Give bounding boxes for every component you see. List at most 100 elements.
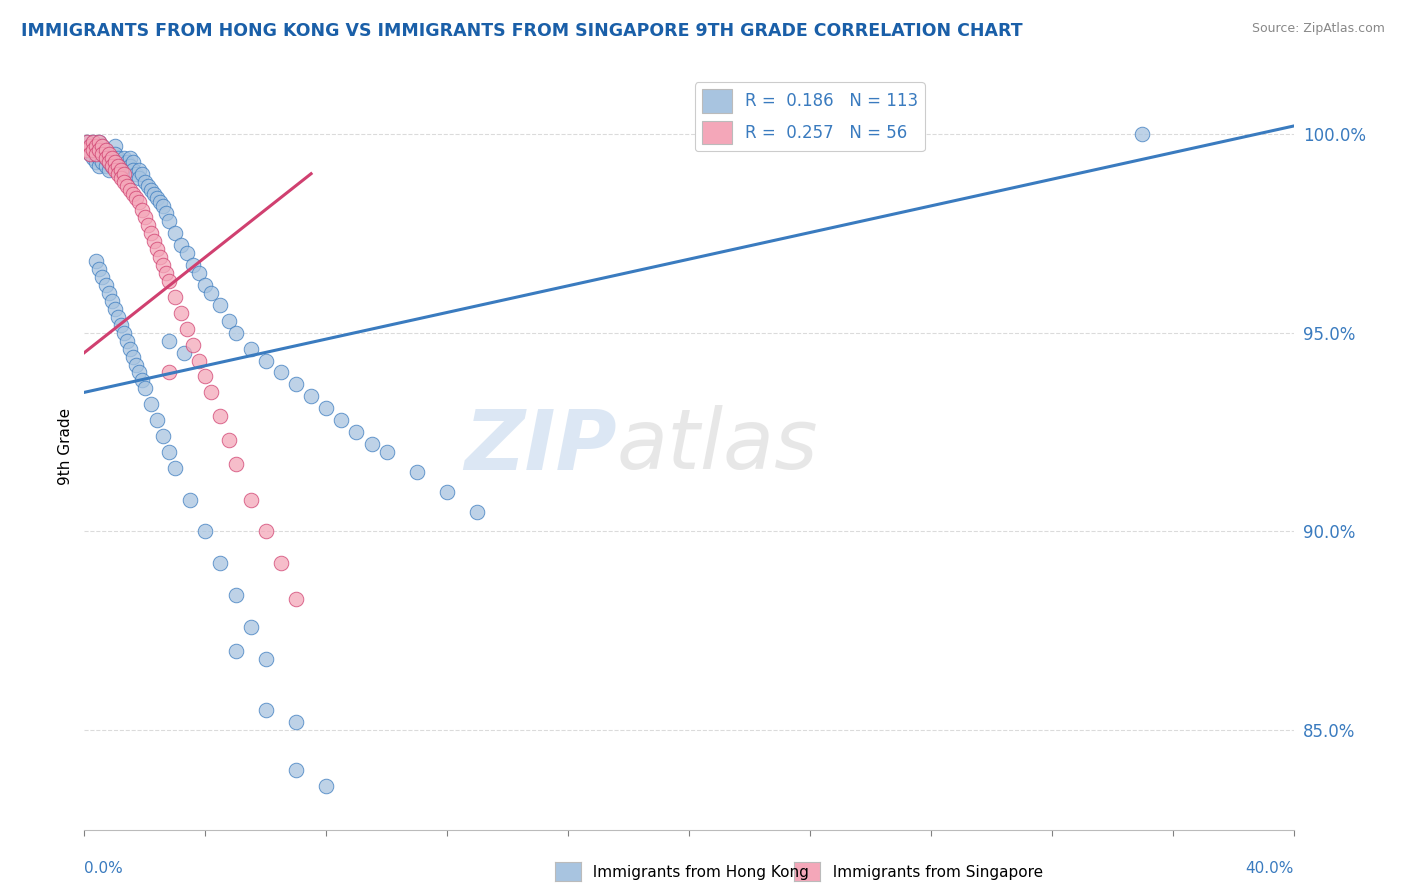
- Point: [115, 334, 138, 348]
- Point: [194, 278, 217, 293]
- Point: [165, 227, 187, 241]
- Point: [86, 146, 108, 161]
- Point: [121, 186, 143, 201]
- Point: [285, 763, 308, 777]
- Point: [110, 154, 132, 169]
- Point: [121, 162, 143, 177]
- Point: [82, 151, 104, 165]
- Point: [128, 366, 150, 380]
- Point: [89, 135, 111, 149]
- Point: [115, 178, 138, 193]
- Point: [86, 139, 108, 153]
- Point: [112, 151, 135, 165]
- Point: [209, 409, 232, 424]
- Point: [112, 167, 135, 181]
- Point: [79, 146, 101, 161]
- Text: 0.0%: 0.0%: [84, 862, 124, 876]
- Point: [107, 159, 129, 173]
- Point: [97, 154, 120, 169]
- Point: [79, 146, 101, 161]
- Point: [285, 377, 308, 392]
- Point: [100, 159, 122, 173]
- Point: [142, 186, 165, 201]
- Point: [170, 238, 193, 252]
- Point: [76, 143, 98, 157]
- Point: [128, 194, 150, 209]
- Point: [131, 373, 153, 387]
- Point: [139, 397, 162, 411]
- Point: [152, 429, 174, 443]
- Point: [139, 227, 162, 241]
- Point: [346, 425, 368, 439]
- Point: [157, 274, 180, 288]
- Point: [107, 151, 129, 165]
- Point: [254, 651, 277, 665]
- Point: [89, 143, 111, 157]
- Point: [112, 159, 135, 173]
- Point: [315, 779, 337, 793]
- Point: [188, 353, 211, 368]
- Point: [225, 643, 247, 657]
- Point: [149, 194, 172, 209]
- Point: [91, 146, 114, 161]
- Point: [136, 178, 159, 193]
- Point: [131, 167, 153, 181]
- Point: [107, 167, 129, 181]
- Point: [76, 143, 98, 157]
- Point: [406, 465, 429, 479]
- Point: [118, 159, 141, 173]
- Point: [94, 143, 117, 157]
- Point: [134, 211, 156, 225]
- Point: [104, 146, 127, 161]
- Point: [82, 135, 104, 149]
- Point: [330, 413, 353, 427]
- Point: [118, 342, 141, 356]
- Point: [375, 445, 398, 459]
- Point: [104, 154, 127, 169]
- Point: [89, 262, 111, 277]
- Point: [104, 301, 127, 316]
- Point: [125, 191, 148, 205]
- Point: [89, 143, 111, 157]
- Point: [91, 139, 114, 153]
- Point: [91, 139, 114, 153]
- Point: [79, 139, 101, 153]
- Point: [270, 556, 292, 570]
- Point: [121, 350, 143, 364]
- Point: [97, 162, 120, 177]
- Point: [157, 214, 180, 228]
- Point: [100, 293, 122, 308]
- Point: [1130, 127, 1153, 141]
- Point: [188, 266, 211, 280]
- Point: [173, 345, 195, 359]
- Point: [176, 246, 198, 260]
- Point: [157, 445, 180, 459]
- Point: [94, 278, 117, 293]
- Point: [146, 191, 169, 205]
- Point: [97, 154, 120, 169]
- Point: [125, 167, 148, 181]
- Point: [200, 385, 222, 400]
- Text: ZIP: ZIP: [464, 406, 616, 486]
- Point: [225, 588, 247, 602]
- Point: [155, 266, 177, 280]
- Point: [285, 715, 308, 730]
- Text: Source: ZipAtlas.com: Source: ZipAtlas.com: [1251, 22, 1385, 36]
- Y-axis label: 9th Grade: 9th Grade: [58, 408, 73, 484]
- Point: [285, 592, 308, 607]
- Point: [86, 254, 108, 268]
- Point: [165, 461, 187, 475]
- Text: Immigrants from Hong Kong: Immigrants from Hong Kong: [583, 865, 810, 880]
- Point: [94, 151, 117, 165]
- Point: [194, 369, 217, 384]
- Point: [97, 146, 120, 161]
- Point: [115, 162, 138, 177]
- Point: [194, 524, 217, 539]
- Point: [94, 143, 117, 157]
- Point: [118, 183, 141, 197]
- Point: [176, 322, 198, 336]
- Point: [104, 154, 127, 169]
- Point: [131, 202, 153, 217]
- Point: [107, 159, 129, 173]
- Point: [112, 175, 135, 189]
